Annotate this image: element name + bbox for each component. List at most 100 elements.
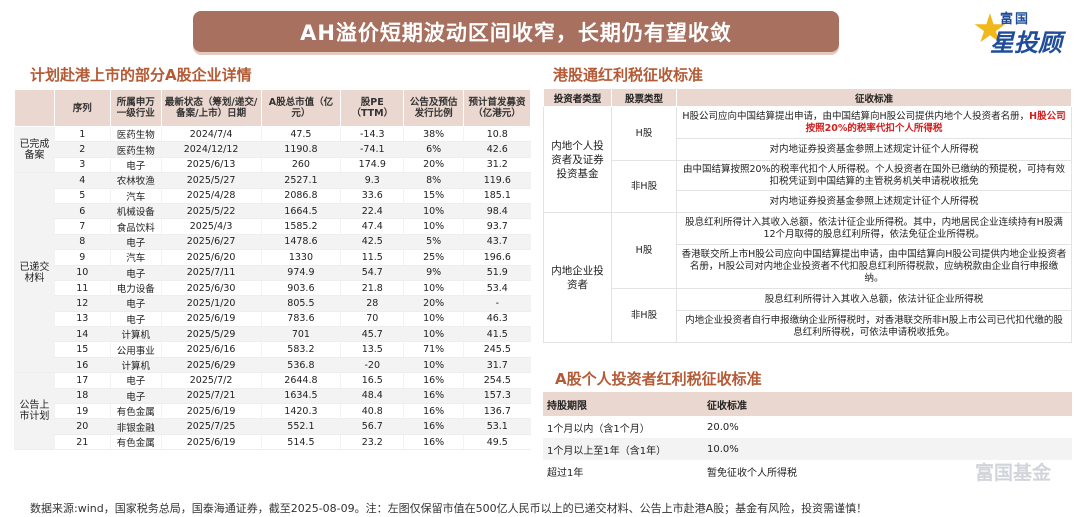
table-row: 2 医药生物 2024/12/12 1190.8 -74.1 6% 42.6: [15, 141, 531, 158]
table-cell: 53.4: [463, 280, 531, 297]
table-cell: 2: [53, 141, 111, 158]
table-cell: 33.6: [340, 188, 404, 204]
hk-rule-2: 对内地证券投资基金参照上述规定计征个人所得税: [676, 138, 1072, 161]
table-cell: 783.6: [260, 311, 341, 328]
table-cell: 10.0%: [703, 438, 1072, 460]
table-cell: 16%: [403, 372, 464, 389]
hk-stock-h: H股: [611, 106, 677, 161]
table-row: 3 电子 2025/6/13 260 174.9 20% 31.2: [15, 157, 531, 174]
table-cell: 47.4: [340, 218, 404, 235]
star-icon: ★: [972, 6, 1008, 52]
table-cell: 22.4: [340, 203, 404, 220]
table-row: 12 电子 2025/1/20 805.5 28 20% -: [15, 295, 531, 312]
hk-dividend-tax-table: 投资者类型 股票类型 征收标准 内地个人投资者及证券投资基金 H股 H股公司应向…: [543, 88, 1072, 343]
table-cell: 701: [260, 326, 341, 343]
table-cell: 119.6: [463, 172, 531, 189]
hk-header-stock: 股票类型: [611, 88, 677, 107]
hk-investor-enterprise: 内地企业投资者: [543, 212, 612, 343]
table-cell: 21: [53, 434, 111, 451]
table-cell: 10: [53, 265, 111, 281]
table-cell: 1个月以内（含1个月）: [547, 423, 650, 435]
table-row: 10 电子 2025/7/11 974.9 54.7 9% 51.9: [15, 265, 531, 281]
table-cell: 16.5: [340, 372, 404, 389]
table-cell: 9: [53, 249, 111, 266]
table-cell: 245.5: [463, 341, 531, 358]
ind-section-title: A股个人投资者红利税征收标准: [555, 370, 762, 388]
table-cell: 48.4: [340, 388, 404, 405]
table-row: 19 有色金属 2025/6/19 1420.3 40.8 16% 136.7: [15, 403, 531, 420]
table-row: 9 汽车 2025/6/20 1330 11.5 25% 196.6: [15, 249, 531, 266]
table-cell: 11.5: [340, 249, 404, 266]
table-cell: 45.7: [340, 326, 404, 343]
table-cell: -: [463, 295, 531, 312]
table-cell: 6: [53, 203, 111, 220]
table-cell: 11: [53, 280, 111, 297]
table-cell: 974.9: [260, 265, 341, 281]
table-cell: 38%: [403, 126, 464, 143]
left-header-5: 股PE（TTM）: [340, 89, 405, 127]
hk-rule-8: 内地企业投资者自行申报缴纳企业所得税时，对香港联交所非H股上市公司已代扣代缴的股…: [676, 310, 1072, 343]
watermark: 富国基金: [975, 462, 1052, 484]
table-cell: 43.7: [463, 234, 531, 251]
table-cell: 16: [53, 357, 111, 374]
table-cell: 电子: [109, 265, 162, 281]
table-cell: 机械设备: [109, 203, 162, 220]
table-cell: 54.7: [340, 265, 404, 281]
table-cell: 计算机: [109, 326, 162, 343]
table-cell: 电子: [109, 311, 162, 328]
brand-logo: ★ 富国 星投顾: [968, 3, 1076, 57]
table-cell: 174.9: [340, 157, 404, 174]
footer-note: 数据来源:wind，国家税务总局，国泰海通证券，截至2025-08-09。注：左…: [30, 502, 868, 515]
table-cell: 计算机: [109, 357, 162, 374]
hk-header-standard: 征收标准: [676, 88, 1072, 107]
table-cell: 40.8: [340, 403, 404, 420]
table-cell: 16%: [403, 388, 464, 405]
table-cell: 医药生物: [109, 126, 162, 143]
table-cell: 16%: [403, 403, 464, 420]
table-row: 14 计算机 2025/5/29 701 45.7 10% 41.5: [15, 326, 531, 343]
table-cell: 16%: [403, 418, 464, 435]
table-cell: 51.9: [463, 265, 531, 281]
table-cell: 电子: [109, 157, 162, 174]
table-cell: -14.3: [340, 126, 404, 143]
table-row: 公告上市计划 17 电子 2025/7/2 2644.8 16.5 16% 254.5: [14, 372, 531, 451]
group-label: 已递交材料: [14, 172, 55, 374]
table-row: 7 食品饮料 2025/4/3 1585.2 47.4 10% 93.7: [15, 218, 531, 235]
table-cell: 2086.8: [260, 188, 341, 204]
table-row: 15 公用事业 2025/6/16 583.2 13.5 71% 245.5: [15, 341, 531, 358]
table-row: 13 电子 2025/6/19 783.6 70 10% 46.3: [15, 311, 531, 328]
table-cell: 196.6: [463, 249, 531, 266]
table-cell: 42.6: [463, 141, 531, 158]
table-cell: 254.5: [463, 372, 531, 389]
table-cell: 2025/4/28: [160, 188, 261, 204]
table-cell: 1634.5: [260, 388, 341, 405]
left-header-2: 所属申万一级行业: [109, 89, 162, 127]
table-cell: 食品饮料: [109, 218, 162, 235]
table-cell: 农林牧渔: [109, 172, 162, 189]
table-cell: 12: [53, 295, 111, 312]
table-cell: 10.8: [463, 126, 531, 143]
table-cell: 136.7: [463, 403, 531, 420]
table-cell: 电子: [109, 295, 162, 312]
table-cell: 非银金融: [109, 418, 162, 435]
hk-section-title: 港股通红利税征收标准: [553, 66, 704, 84]
left-header-3: 最新状态（筹划/递交/备案/上市）日期: [160, 89, 262, 127]
page-title: AH溢价短期波动区间收窄，长期仍有望收敛: [193, 11, 839, 52]
table-cell: 10%: [403, 203, 464, 220]
table-cell: 583.2: [260, 341, 341, 358]
table-cell: 2025/7/11: [160, 265, 261, 281]
hk-rule-5: 股息红利所得计入其收入总额，依法计征企业所得税。其中，内地居民企业连续持有H股满…: [676, 212, 1072, 245]
table-cell: -20: [340, 357, 404, 374]
table-cell: 2025/7/25: [160, 418, 261, 435]
hk-rule-1-highlight: H股公司按照20%的税率代扣个人所得税: [805, 110, 1066, 134]
table-cell: 49.5: [463, 434, 531, 451]
table-cell: 71%: [403, 341, 464, 358]
table-row: 21 有色金属 2025/6/19 514.5 23.2 16% 49.5: [15, 434, 531, 451]
table-row: 16 计算机 2025/6/29 536.8 -20 10% 31.7: [15, 357, 531, 374]
table-row: 8 电子 2025/6/27 1478.6 42.5 5% 43.7: [15, 234, 531, 251]
table-cell: 1478.6: [260, 234, 341, 251]
table-cell: 电子: [109, 234, 162, 251]
table-cell: 5: [53, 188, 111, 204]
table-cell: 1420.3: [260, 403, 341, 420]
table-cell: 6%: [403, 141, 464, 158]
